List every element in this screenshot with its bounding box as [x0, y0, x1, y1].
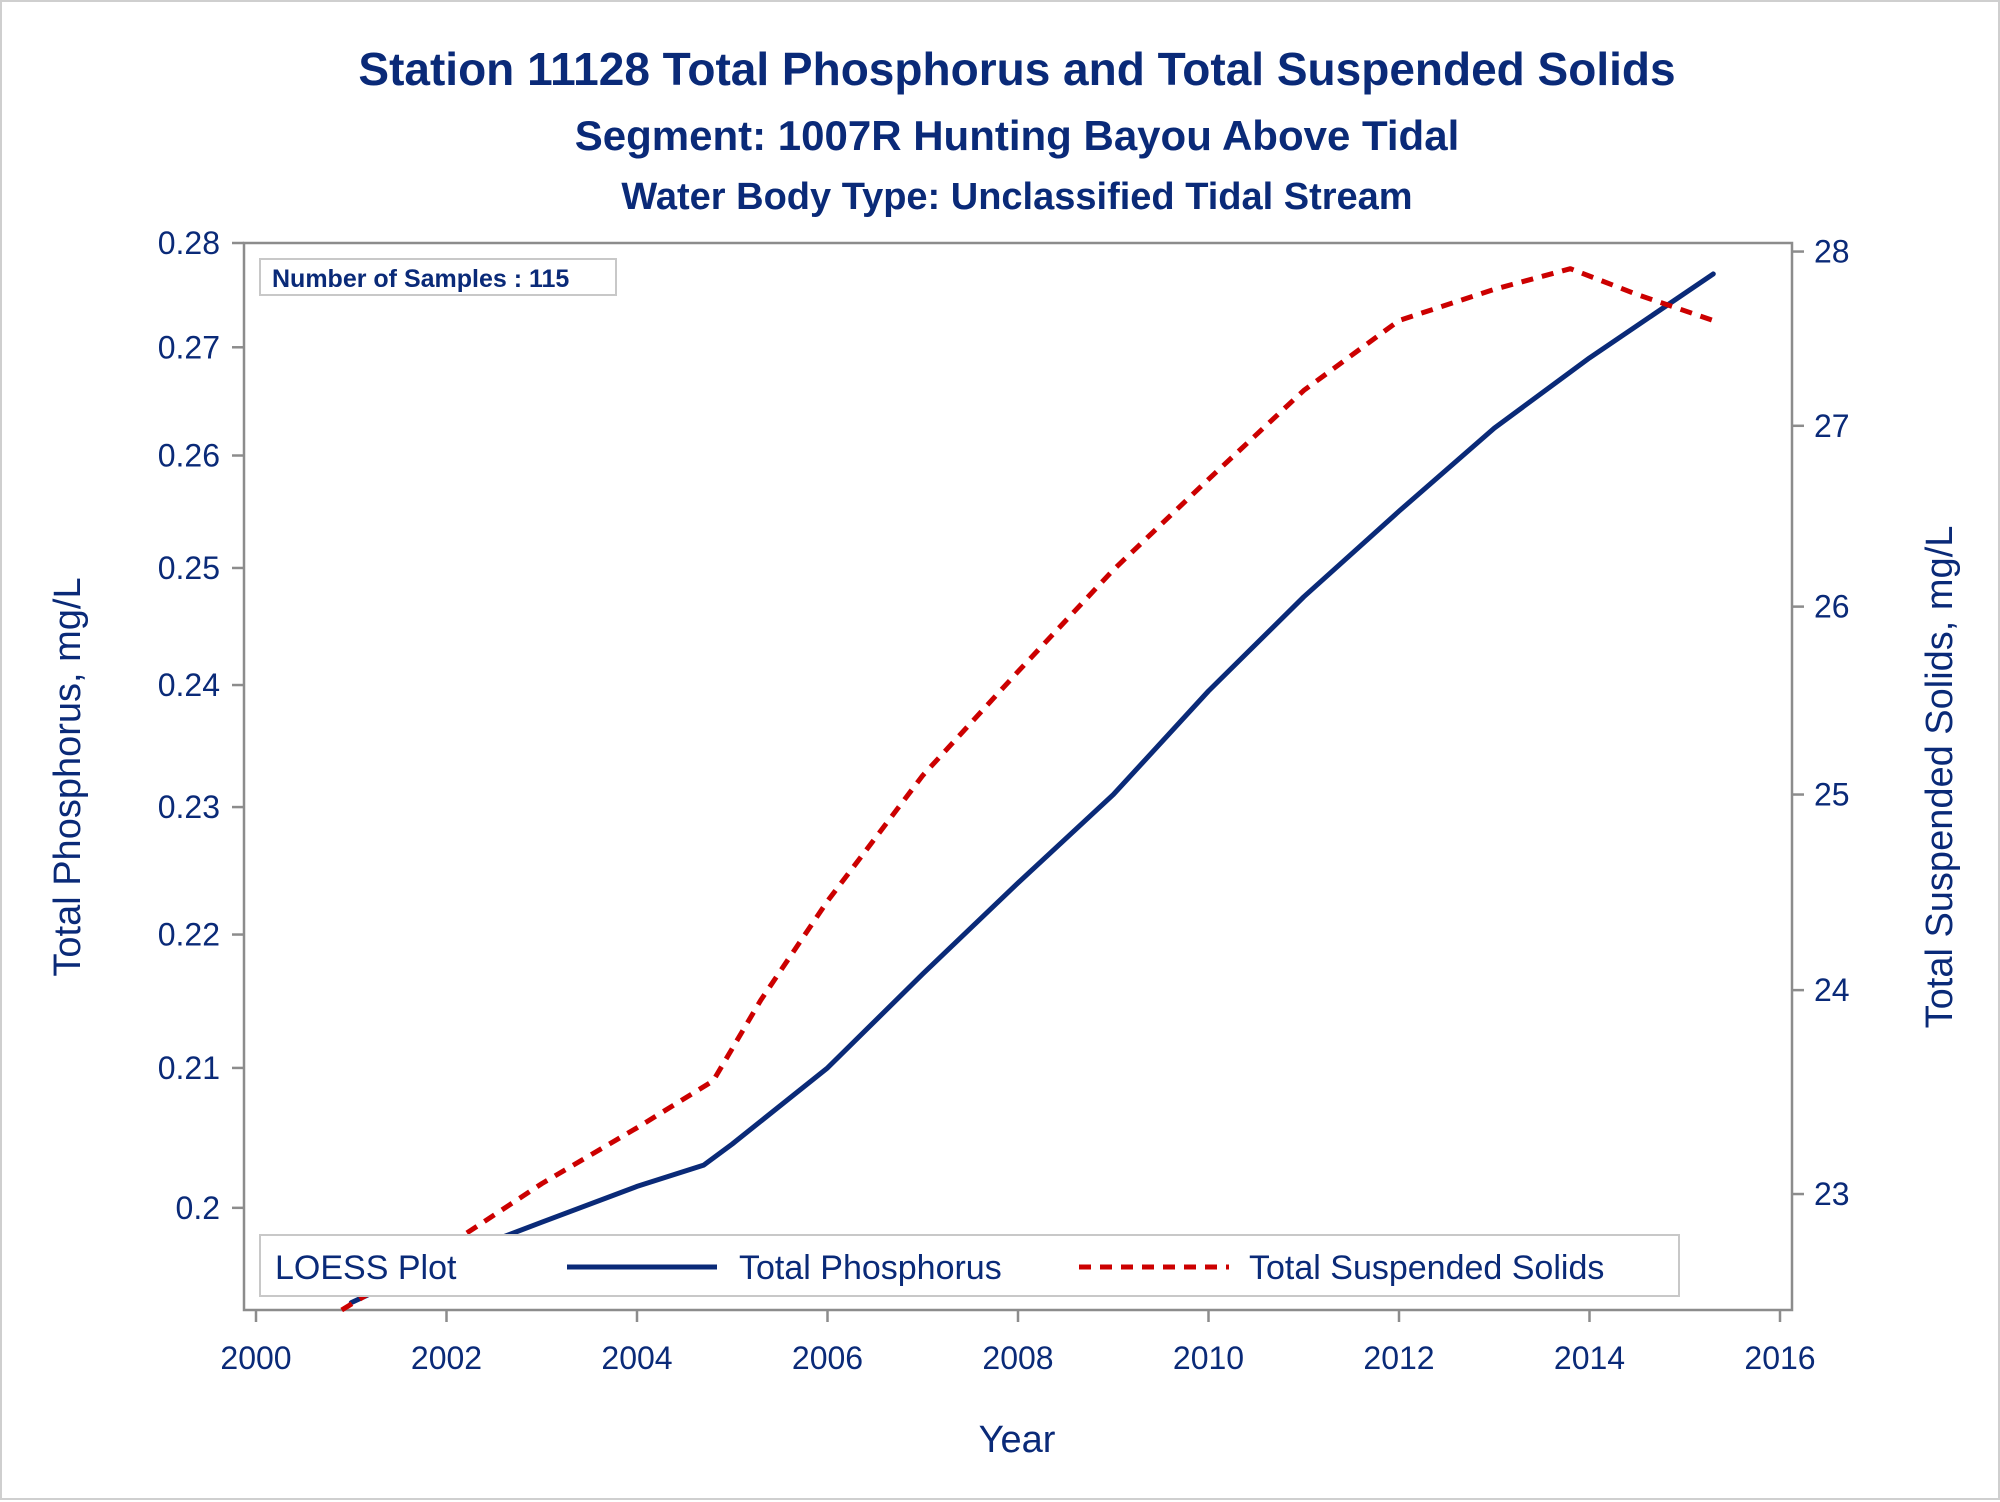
y-axis-right-label: Total Suspended Solids, mg/L — [1919, 526, 1961, 1029]
legend-title: LOESS Plot — [275, 1249, 457, 1287]
chart-title: Station 11128 Total Phosphorus and Total… — [358, 43, 1675, 95]
y-left-tick-label: 0.26 — [158, 438, 220, 474]
series-layer — [340, 266, 1716, 1313]
legend — [259, 1234, 1680, 1297]
series-line-total-suspended-solids — [340, 266, 1715, 1313]
y-right-tick-label: 28 — [1814, 234, 1850, 270]
y-right-tick-label: 24 — [1814, 972, 1850, 1008]
y-left-tick-label: 0.23 — [158, 789, 220, 825]
legend-label-total-phosphorus: Total Phosphorus — [739, 1249, 1002, 1287]
chart-subtitle-2: Water Body Type: Unclassified Tidal Stre… — [621, 176, 1412, 218]
chart-subtitle: Segment: 1007R Hunting Bayou Above Tidal — [575, 112, 1459, 159]
y-left-tick-label: 0.28 — [158, 225, 220, 261]
x-tick-label: 2004 — [601, 1340, 672, 1376]
x-axis-label: Year — [979, 1419, 1056, 1461]
x-tick-label: 2006 — [792, 1340, 863, 1376]
y-left-tick-label: 0.24 — [158, 667, 220, 703]
x-tick-label: 2012 — [1363, 1340, 1434, 1376]
plot-area — [242, 241, 1794, 1312]
y-left-tick-label: 0.27 — [158, 329, 220, 365]
x-tick-label: 2002 — [411, 1340, 482, 1376]
x-tick-label: 2016 — [1744, 1340, 1815, 1376]
y-left-tick-label: 0.25 — [158, 550, 220, 586]
x-tick-label: 2010 — [1173, 1340, 1244, 1376]
y-right-tick-label: 23 — [1814, 1176, 1850, 1212]
y-right-tick-label: 27 — [1814, 408, 1850, 444]
legend-label-total-suspended-solids: Total Suspended Solids — [1249, 1249, 1604, 1287]
series-line-total-phosphorus — [348, 271, 1716, 1306]
y-right-tick-label: 26 — [1814, 589, 1850, 625]
x-tick-label: 2008 — [982, 1340, 1053, 1376]
sample-count-annotation: Number of Samples : 115 — [272, 265, 569, 293]
y-right-tick-label: 25 — [1814, 777, 1850, 813]
y-axis-left-label: Total Phosphorus, mg/L — [47, 577, 89, 976]
y-left-tick-label: 0.21 — [158, 1050, 220, 1086]
y-left-tick-label: 0.2 — [176, 1190, 220, 1226]
y-axis-left: 0.2 0.21 0.22 0.23 0.24 0.25 0.26 0.27 0.28 — [158, 225, 244, 1226]
y-axis-right: 23 24 25 26 27 28 — [1792, 234, 1850, 1212]
annotation-box — [259, 258, 617, 296]
x-tick-label: 2000 — [220, 1340, 291, 1376]
x-tick-label: 2014 — [1554, 1340, 1625, 1376]
y-left-tick-label: 0.22 — [158, 917, 220, 953]
x-axis: 2000 2002 2004 2006 2008 2010 2012 2014 2016 — [220, 1310, 1816, 1376]
